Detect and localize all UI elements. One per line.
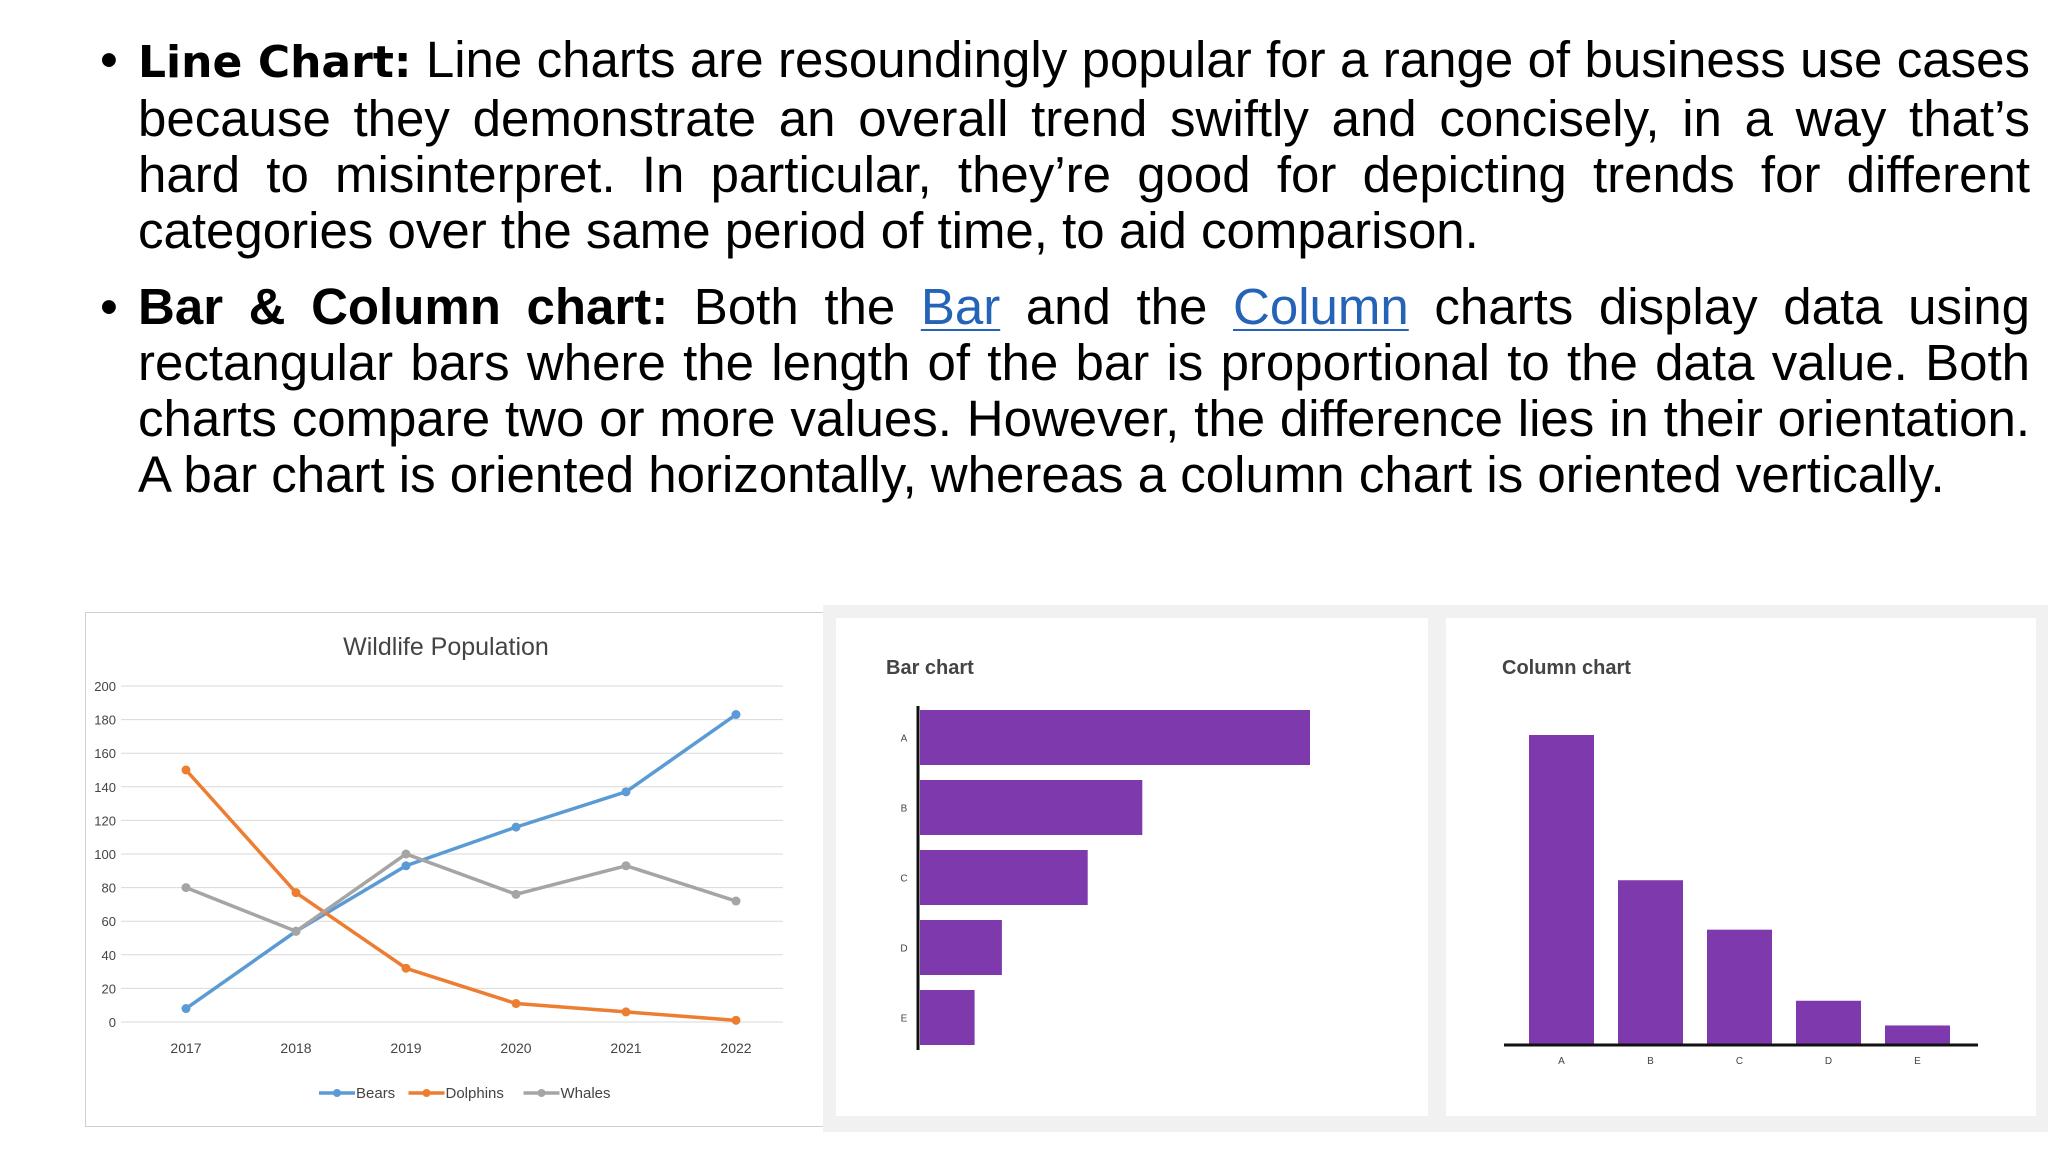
legend-marker <box>422 1089 431 1097</box>
x-tick-label: 2021 <box>610 1040 641 1056</box>
category-label: E <box>901 1014 908 1025</box>
y-tick-label: 120 <box>94 813 116 828</box>
bar-c <box>920 850 1088 905</box>
data-point-whales <box>291 926 301 936</box>
data-point-dolphins <box>621 1007 631 1017</box>
data-point-whales <box>511 889 521 899</box>
data-point-bears <box>511 822 521 832</box>
column-c <box>1707 929 1772 1044</box>
category-label: A <box>1558 1056 1565 1067</box>
column-link[interactable]: Column <box>1233 278 1409 335</box>
bar-link[interactable]: Bar <box>920 278 1001 335</box>
legend-marker <box>333 1089 341 1097</box>
bar-column-text-middle: and the <box>1025 278 1208 335</box>
bullet-list: • Line Chart: Line charts are resounding… <box>100 32 2030 503</box>
y-tick-label: 80 <box>102 881 116 896</box>
bar-chart: Bar chart A B C D E <box>886 657 1310 1050</box>
y-tick-label: 200 <box>94 679 116 694</box>
x-tick-label: 2019 <box>390 1040 421 1056</box>
category-label: E <box>1914 1056 1921 1067</box>
data-point-dolphins <box>401 963 411 973</box>
y-tick-label: 20 <box>102 981 116 996</box>
column-b <box>1618 880 1683 1044</box>
y-tick-label: 140 <box>94 780 116 795</box>
data-point-bears <box>401 861 411 871</box>
chart-title: Wildlife Population <box>343 633 549 661</box>
column-a <box>1529 735 1594 1044</box>
bullet-marker: • <box>100 278 118 335</box>
x-tick-label: 2022 <box>720 1040 751 1056</box>
category-label: B <box>901 804 908 815</box>
data-point-whales <box>401 849 411 859</box>
column-chart-panel: Column chart A B C D E <box>1446 618 2036 1116</box>
category-label: C <box>900 874 907 885</box>
column-e <box>1885 1025 1950 1044</box>
bar-e <box>920 990 975 1045</box>
bar-column-term: Bar & Column chart: <box>138 278 669 335</box>
column-d <box>1796 1000 1861 1044</box>
data-point-bears <box>621 787 631 797</box>
bullet-bar-column-chart: • Bar & Column chart: Both the Bar and t… <box>100 279 2030 503</box>
bar-column-text-before: Both the <box>693 278 896 335</box>
data-point-bears <box>731 710 741 720</box>
category-label: A <box>901 734 908 745</box>
x-tick-label: 2018 <box>280 1040 311 1056</box>
data-point-dolphins <box>511 999 521 1009</box>
line-chart-panel: Wildlife Population 0 20 40 60 80 100 120 140 160… <box>85 612 824 1127</box>
legend-label: Dolphins <box>446 1085 504 1102</box>
y-tick-label: 180 <box>94 713 116 728</box>
data-point-dolphins <box>291 888 301 898</box>
x-tick-label: 2020 <box>500 1040 531 1056</box>
bar-column-text-after: charts display data using rectangular ba… <box>138 278 2031 503</box>
bar-b <box>920 780 1143 835</box>
bar-chart-panel: Bar chart A B C D E <box>836 618 1428 1116</box>
bullet-line-chart: • Line Chart: Line charts are resounding… <box>100 32 2030 259</box>
category-label: D <box>900 944 907 955</box>
data-point-bears <box>181 1004 191 1014</box>
y-tick-label: 60 <box>102 914 116 929</box>
line-chart-term: Line Chart: <box>138 37 412 88</box>
series-line-bears <box>184 713 738 1010</box>
line-chart: Wildlife Population 0 20 40 60 80 100 120 140 160… <box>94 633 783 1102</box>
category-label: B <box>1647 1056 1654 1067</box>
data-point-dolphins <box>181 765 191 775</box>
y-tick-label: 100 <box>94 847 116 862</box>
series-line-dolphins <box>184 768 737 1023</box>
bullet-marker: • <box>100 31 118 88</box>
series-line-whales <box>185 852 737 934</box>
y-tick-label: 40 <box>102 948 116 963</box>
column-chart: Column chart A B C D E <box>1502 657 1978 1067</box>
legend-label: Bears <box>356 1085 395 1102</box>
category-label: D <box>1825 1056 1832 1067</box>
legend-marker <box>537 1089 546 1097</box>
data-point-whales <box>181 883 191 893</box>
data-point-whales <box>731 896 741 906</box>
bar-a <box>920 710 1310 765</box>
line-chart-description: Line charts are resoundingly popular for… <box>138 31 2030 259</box>
y-tick-label: 160 <box>94 746 116 761</box>
chart-title: Bar chart <box>886 657 974 679</box>
legend-label: Whales <box>561 1085 611 1102</box>
category-label: C <box>1736 1056 1743 1067</box>
data-point-dolphins <box>731 1015 741 1025</box>
bar-d <box>920 920 1002 975</box>
chart-title: Column chart <box>1502 657 1631 679</box>
y-tick-label: 0 <box>109 1015 116 1030</box>
data-point-whales <box>621 861 631 871</box>
x-tick-label: 2017 <box>170 1040 201 1056</box>
